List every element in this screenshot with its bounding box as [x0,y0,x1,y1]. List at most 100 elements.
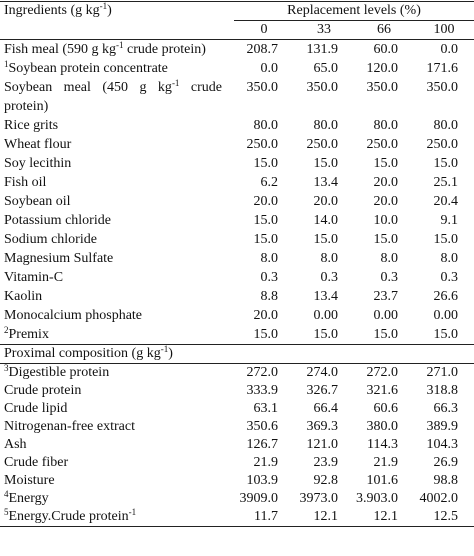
value: 15.0 [433,156,459,171]
label-box: Fish oil [4,173,222,192]
value: 60.0 [373,42,399,57]
row: Magnesium Sulfate 8.0 8.0 8.0 8.0 [0,249,474,268]
row: Ash 126.7 121.0 114.3 104.3 [0,436,474,454]
superscript: 4 [4,489,9,499]
section-row: Proximal composition (g kg-1) [0,344,474,364]
value: 8.8 [260,289,279,304]
label-box: Kaolin [4,287,222,306]
value: 80.0 [253,118,279,133]
value: 4002.0 [419,491,459,506]
value: 272.0 [366,365,399,380]
value: 272.0 [246,365,279,380]
label-box: Moisture [4,472,222,490]
label-box: Magnesium Sulfate [4,249,222,268]
label-text: Crude fiber [4,455,69,470]
value: 0.0 [260,61,279,76]
label-box: 1Soybean protein concentrate [4,59,222,78]
row-label: Sodium chloride [0,230,234,249]
label-box: 5Energy.Crude protein-1 [4,508,222,526]
label-text: Ingredients (g kg [4,3,100,18]
label-text: Soybean meal (450 g kg [4,80,172,95]
row-label: Magnesium Sulfate [0,249,234,268]
diet-table: Ingredients (g kg-1) Replacement levels … [0,1,474,527]
value: 131.9 [306,42,339,57]
row-label: Potassium chloride [0,211,234,230]
value: 15.0 [433,232,459,247]
value: 8.0 [320,251,339,266]
value: 3973.0 [299,491,339,506]
value: 15.0 [253,156,279,171]
label-box: Soy lecithin [4,154,222,173]
ingredients: Fish meal (590 g kg-1 crude protein) 208.… [0,40,474,345]
label-text: Ash [4,437,27,452]
label-text: crude protein) [123,42,206,57]
label-box: Soybean oil [4,192,222,211]
level: 0 [260,22,268,37]
value: 369.3 [306,419,339,434]
value: 101.6 [366,473,399,488]
value: 20.4 [433,194,459,209]
label-text: ) [107,3,112,18]
row: Soybean oil 20.0 20.0 20.0 20.4 [0,192,474,211]
value: 60.6 [373,401,399,416]
value: 20.0 [313,194,339,209]
label-box: Monocalcium phosphate [4,306,222,325]
superscript: -1 [116,40,124,50]
superscript: -1 [171,78,180,88]
value: 15.0 [253,213,279,228]
label-box: Rice grits [4,116,222,135]
row-label: 5Energy.Crude protein-1 [0,508,234,527]
value: 80.0 [373,118,399,133]
value: 250.0 [246,137,279,152]
row-label: Rice grits [0,116,234,135]
label-box: 3Digestible protein [4,364,222,382]
row: 2Premix 15.0 15.0 15.0 15.0 [0,325,474,345]
section-label: Proximal composition (g kg-1) [0,344,474,364]
value: 15.0 [313,327,339,342]
value: 23.7 [373,289,399,304]
row: 1Soybean protein concentrate 0.0 65.0 120.0… [0,59,474,78]
value: 350.6 [246,419,279,434]
value: 126.7 [246,437,279,452]
value: 103.9 [246,473,279,488]
label-text: Crude lipid [4,401,68,416]
table-header: Ingredients (g kg-1) Replacement levels … [0,1,474,40]
label-box: 2Premix [4,325,222,344]
value: 80.0 [433,118,459,133]
label-text: Soybean oil [4,194,71,209]
label-text: ) [168,346,173,361]
row: Monocalcium phosphate 20.0 0.00 0.00 0.00 [0,306,474,325]
value: 333.9 [246,383,279,398]
value: 20.0 [253,194,279,209]
value: 318.8 [426,383,459,398]
label-box: Ash [4,436,222,454]
label-text: Vitamin-C [4,270,64,285]
label-box: Soybean meal (450 g kg-1 crude protein) [4,78,222,116]
value: 0.00 [433,308,459,323]
value: 20.0 [373,194,399,209]
value: 0.3 [440,270,459,285]
level: 33 [317,22,331,37]
composition: Proximal composition (g kg-1) 3Digestible… [0,344,474,527]
row: Moisture 103.9 92.8 101.6 98.8 [0,472,474,490]
label-text: Moisture [4,473,55,488]
row: Potassium chloride 15.0 14.0 10.0 9.1 [0,211,474,230]
label-box: Nitrogenan-free extract [4,418,222,436]
row-label: 3Digestible protein [0,364,234,383]
label-text: Soybean protein concentrate [8,61,168,76]
header-row: Ingredients (g kg-1) Replacement levels … [0,1,474,21]
label-box: Crude fiber [4,454,222,472]
label-text: Soy lecithin [4,156,72,171]
header-label: Ingredients (g kg-1) [0,2,234,40]
row: Sodium chloride 15.0 15.0 15.0 15.0 [0,230,474,249]
row-label: Soybean oil [0,192,234,211]
value: 15.0 [373,156,399,171]
value: 12.5 [433,509,459,524]
row-label: 1Soybean protein concentrate [0,59,234,78]
label-text: crude protein) [4,80,222,114]
value: 25.1 [433,175,459,190]
label-text: Rice grits [4,118,59,133]
value: 13.4 [313,175,339,190]
value: 65.0 [313,61,339,76]
